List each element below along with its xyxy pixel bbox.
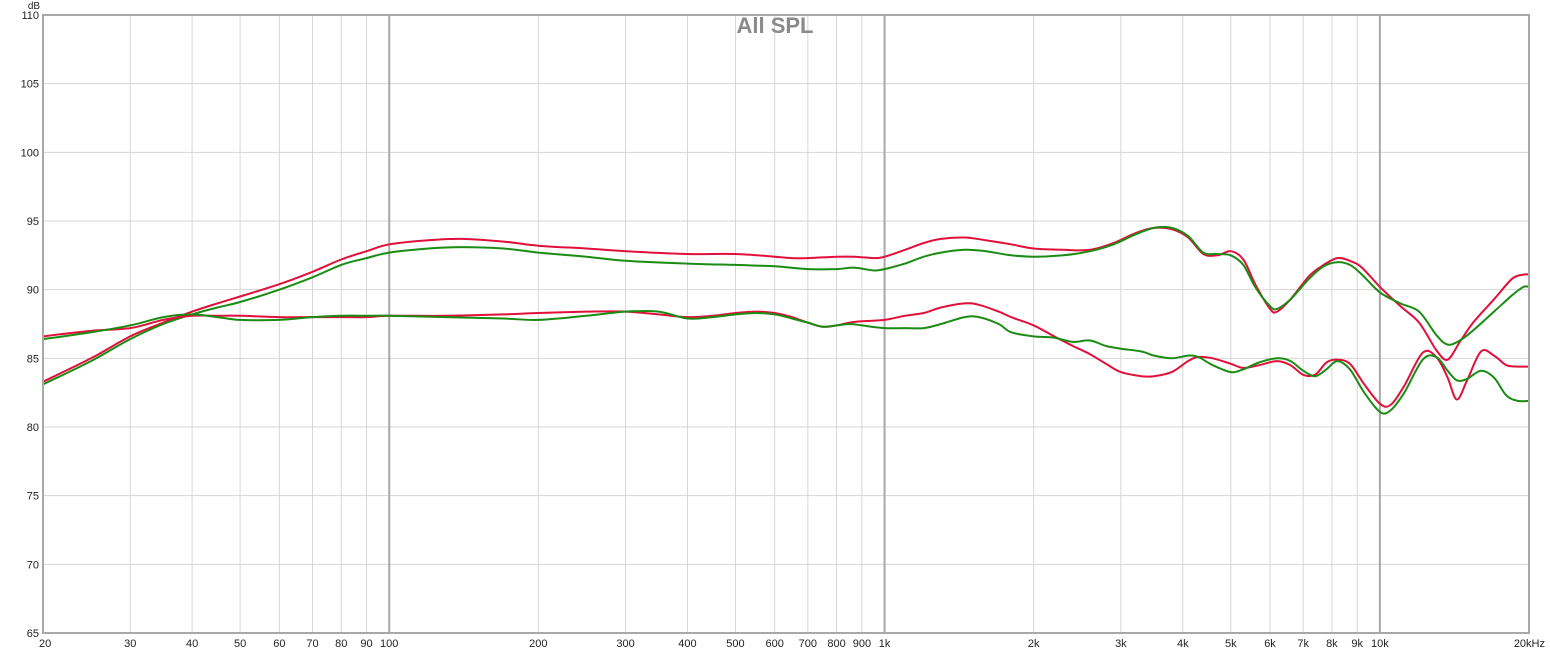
x-tick-label-5k: 5k bbox=[1225, 638, 1237, 650]
y-tick-label-85: 85 bbox=[27, 353, 39, 365]
x-tick-label-800: 800 bbox=[827, 638, 845, 650]
x-tick-label-3k: 3k bbox=[1115, 638, 1127, 650]
x-tick-label-90: 90 bbox=[360, 638, 372, 650]
chart-title: All SPL bbox=[736, 13, 813, 38]
y-tick-label-75: 75 bbox=[27, 491, 39, 503]
series-line-2 bbox=[42, 225, 1530, 386]
x-tick-label-600: 600 bbox=[765, 638, 783, 650]
x-tick-label-700: 700 bbox=[799, 638, 817, 650]
x-tick-label-500: 500 bbox=[726, 638, 744, 650]
plot-frame bbox=[42, 14, 1530, 634]
series-line-3 bbox=[42, 302, 1530, 408]
x-tick-label-30: 30 bbox=[124, 638, 136, 650]
y-tick-label-65: 65 bbox=[27, 628, 39, 640]
x-tick-label-70: 70 bbox=[306, 638, 318, 650]
x-tick-label-9k: 9k bbox=[1351, 638, 1363, 650]
x-tick-label-7k: 7k bbox=[1297, 638, 1309, 650]
x-tick-label-20: 20 bbox=[39, 638, 51, 650]
series-group bbox=[42, 225, 1530, 415]
x-tick-label-40: 40 bbox=[186, 638, 198, 650]
x-tick-label-6k: 6k bbox=[1264, 638, 1276, 650]
x-tick-labels: 20 30 40 50 60 70 80 90 100 200 300 400 500 600 700 800… bbox=[39, 638, 1545, 650]
x-tick-label-900: 900 bbox=[853, 638, 871, 650]
x-tick-label-10k: 10k bbox=[1371, 638, 1389, 650]
x-tick-label-400: 400 bbox=[678, 638, 696, 650]
y-tick-label-70: 70 bbox=[27, 559, 39, 571]
x-tick-label-300: 300 bbox=[616, 638, 634, 650]
y-tick-label-95: 95 bbox=[27, 216, 39, 228]
y-tick-label-110: 110 bbox=[21, 10, 39, 22]
y-tick-labels: 65 70 75 80 85 90 95 100 105 110 bbox=[21, 10, 39, 640]
series-line-1 bbox=[42, 226, 1530, 383]
y-unit-label: dB bbox=[28, 1, 41, 12]
y-tick-label-100: 100 bbox=[21, 147, 39, 159]
x-tick-label-20kHz: 20kHz bbox=[1514, 638, 1545, 650]
x-tick-label-200: 200 bbox=[529, 638, 547, 650]
y-tick-label-80: 80 bbox=[27, 422, 39, 434]
series-line-4 bbox=[42, 309, 1530, 415]
x-tick-label-50: 50 bbox=[234, 638, 246, 650]
x-tick-label-2k: 2k bbox=[1028, 638, 1040, 650]
x-tick-label-4k: 4k bbox=[1177, 638, 1189, 650]
y-tick-label-105: 105 bbox=[21, 79, 39, 91]
y-tick-label-90: 90 bbox=[27, 285, 39, 297]
x-tick-label-1k: 1k bbox=[879, 638, 891, 650]
x-tick-label-60: 60 bbox=[273, 638, 285, 650]
x-tick-label-100: 100 bbox=[380, 638, 398, 650]
x-tick-label-8k: 8k bbox=[1326, 638, 1338, 650]
x-tick-label-80: 80 bbox=[335, 638, 347, 650]
